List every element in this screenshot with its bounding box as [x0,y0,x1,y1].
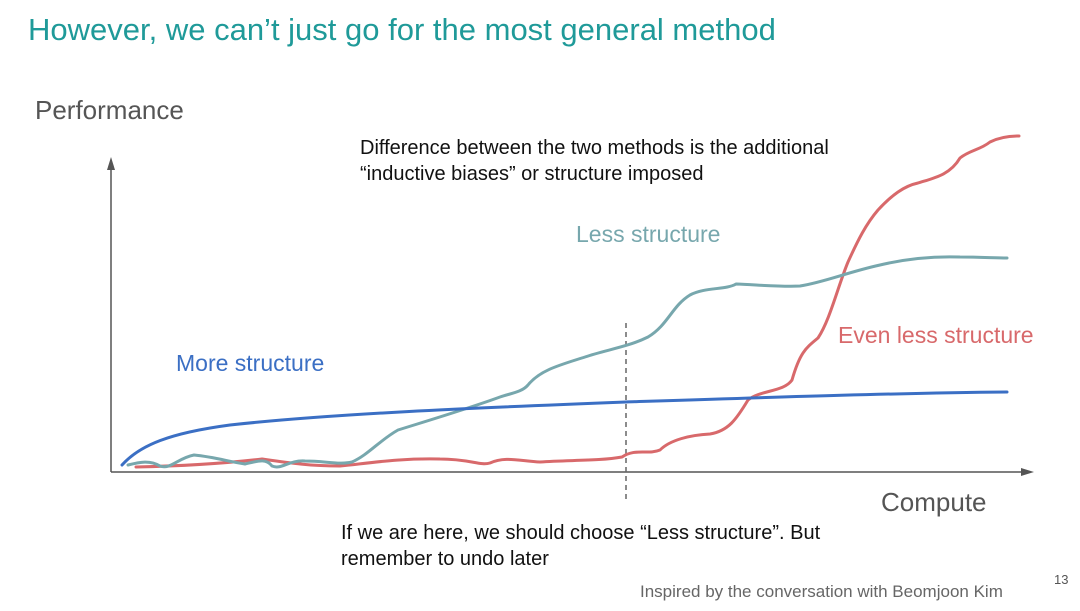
inductive-bias-note: Difference between the two methods is th… [360,137,829,185]
y-axis-arrow-icon [107,157,115,170]
current-compute-note: If we are here, we should choose “Less s… [341,522,821,570]
page-number: 13 [1054,572,1069,587]
x-axis-label: Compute [881,487,987,517]
series-label-more-structure: More structure [176,350,325,376]
series-label-less-structure: Less structure [576,221,721,247]
slide-title: However, we can’t just go for the most g… [28,12,776,47]
series-line-more-structure [120,390,1009,467]
series-label-even-less-structure: Even less structure [838,322,1034,348]
y-axis-label: Performance [35,95,184,125]
series-line-less-structure [126,255,1009,469]
credit-text: Inspired by the conversation with Beomjo… [640,582,1003,601]
chart-axes [107,157,1034,476]
x-axis-arrow-icon [1021,468,1034,476]
series-line-even-less-structure [134,134,1021,469]
